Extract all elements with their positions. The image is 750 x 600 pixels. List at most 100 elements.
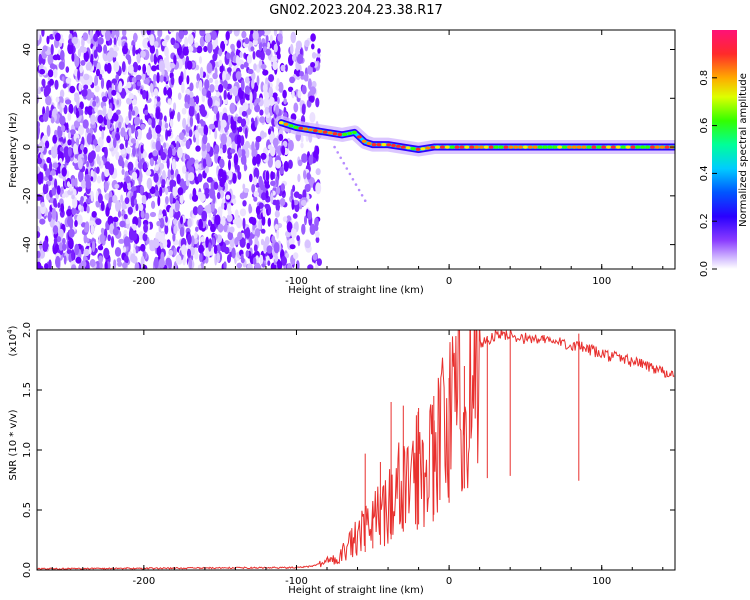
- spectrogram-noise-blob: [116, 109, 121, 115]
- spectrogram-noise-blob: [272, 60, 278, 71]
- spectrogram-noise-blob: [263, 30, 269, 36]
- spectrogram-noise-blob: [131, 186, 137, 192]
- spectrogram-noise-blob: [151, 65, 157, 72]
- ridge-peak: [571, 145, 577, 149]
- spectrogram-noise-blob: [65, 122, 69, 131]
- streak-dot: [360, 194, 364, 197]
- spectrogram-noise-blob: [73, 143, 78, 155]
- spectrogram-noise-blob: [143, 223, 149, 233]
- spectrogram-noise-blob: [246, 54, 252, 64]
- spectrogram-noise-blob: [135, 74, 142, 81]
- ridge-peak: [586, 145, 592, 149]
- spectrogram-noise-blob: [234, 209, 239, 220]
- spectrogram-noise-blob: [293, 252, 299, 260]
- spectrogram-noise-blob: [303, 73, 309, 82]
- spectrogram-noise-blob: [137, 65, 142, 71]
- spectrogram-noise-blob: [146, 177, 153, 190]
- spectrogram-noise-blob: [279, 198, 286, 206]
- spectrogram-noise-blob: [205, 236, 210, 249]
- spectrogram-noise-blob: [74, 243, 80, 256]
- spectrogram-noise-blob: [245, 227, 251, 239]
- y-tick-label: 1.5: [22, 382, 33, 398]
- spectrogram-noise-blob: [291, 90, 295, 99]
- ridge-peak: [537, 145, 543, 149]
- spectrogram-noise-blob: [187, 116, 191, 128]
- spectrogram-noise-blob: [242, 183, 246, 190]
- spectrogram-noise-blob: [53, 198, 57, 208]
- spectrogram-noise-blob: [289, 76, 296, 84]
- ridge-peak: [479, 145, 484, 149]
- spectrogram-noise-blob: [132, 61, 139, 73]
- spectrogram-noise-blob: [304, 215, 307, 226]
- spectrogram-noise-blob: [67, 146, 72, 157]
- spectrogram-noise-blob: [169, 192, 174, 205]
- spectrogram-noise-blob: [170, 76, 175, 86]
- spectrogram-noise-blob: [224, 99, 228, 105]
- spectrogram-noise-blob: [142, 150, 147, 159]
- spectrogram-noise-blob: [307, 78, 312, 90]
- spectrogram-noise-blob: [37, 77, 40, 89]
- spectrogram-noise-blob: [210, 30, 217, 41]
- spectrogram-noise-blob: [80, 60, 86, 66]
- spectrogram-noise-blob: [89, 30, 93, 40]
- spectrogram-noise-blob: [251, 217, 257, 226]
- spectrogram-noise-blob: [149, 211, 157, 218]
- spectrogram-noise-blob: [268, 96, 275, 107]
- spectrogram-noise-blob: [66, 208, 72, 217]
- spectrogram-noise-blob: [206, 62, 213, 74]
- spectrogram-noise-blob: [42, 240, 49, 252]
- ridge-peak: [435, 145, 440, 149]
- spectrogram-noise-blob: [178, 30, 185, 40]
- spectrogram-noise-blob: [195, 95, 200, 105]
- spectrogram-noise-blob: [222, 80, 228, 89]
- spectrogram-noise-blob: [161, 258, 165, 268]
- spectrogram-noise-blob: [72, 196, 78, 209]
- spectrogram-noise-blob: [275, 105, 279, 115]
- ridge-peak: [596, 145, 602, 149]
- ridge-peak: [464, 145, 470, 149]
- spectrogram-noise-blob: [115, 151, 120, 161]
- spectrogram-noise-blob: [114, 183, 120, 189]
- spectrogram-noise-blob: [43, 163, 47, 172]
- spectrogram-noise-blob: [218, 83, 224, 93]
- spectrogram-noise-blob: [54, 178, 58, 191]
- spectrogram-noise-blob: [153, 256, 159, 269]
- spectrogram-noise-blob: [214, 144, 220, 155]
- spectrogram-noise-blob: [51, 208, 57, 220]
- x-tick-label: 0: [446, 576, 452, 587]
- spectrogram-noise-blob: [179, 226, 185, 238]
- spectrogram-noise-blob: [133, 116, 141, 126]
- spectrogram-noise-blob: [37, 121, 41, 129]
- ridge-peak: [508, 145, 514, 149]
- spectrogram-noise-blob: [245, 250, 250, 258]
- spectrogram-noise-blob: [173, 218, 178, 225]
- spectrogram-noise-blob: [144, 212, 150, 220]
- ridge-peak: [469, 145, 475, 149]
- spectrogram-noise-blob: [112, 216, 119, 223]
- spectrogram-noise-blob: [131, 76, 137, 84]
- spectrogram-noise-blob: [258, 219, 262, 230]
- spectrogram-noise-blob: [45, 140, 50, 149]
- spectrogram-noise-blob: [241, 110, 247, 117]
- spectrogram-noise-blob: [53, 237, 58, 244]
- spectrogram-noise-blob: [124, 255, 129, 264]
- spectrogram-noise-blob: [192, 206, 199, 216]
- spectrogram-noise-blob: [286, 221, 293, 233]
- spectrogram-noise-blob: [259, 116, 266, 124]
- spectrogram-noise-blob: [181, 107, 187, 115]
- spectrogram-noise-blob: [151, 141, 157, 150]
- spectrogram-noise-blob: [57, 202, 61, 209]
- spectrogram-noise-blob: [172, 185, 178, 197]
- spectrogram-noise-blob: [38, 53, 43, 65]
- spectrogram-noise-blob: [97, 44, 103, 53]
- spectrogram-noise-blob: [239, 51, 243, 58]
- spectrogram-noise-blob: [138, 150, 142, 162]
- spectrogram-noise-blob: [118, 155, 124, 167]
- spectrogram-noise-blob: [127, 161, 134, 171]
- spectrogram-noise-blob: [87, 152, 94, 164]
- spectrogram-noise-blob: [120, 194, 124, 203]
- streak-dot: [339, 156, 343, 160]
- spectrogram-noise-blob: [219, 142, 223, 150]
- ridge-peak: [288, 124, 294, 128]
- spectrogram-noise-blob: [60, 124, 66, 132]
